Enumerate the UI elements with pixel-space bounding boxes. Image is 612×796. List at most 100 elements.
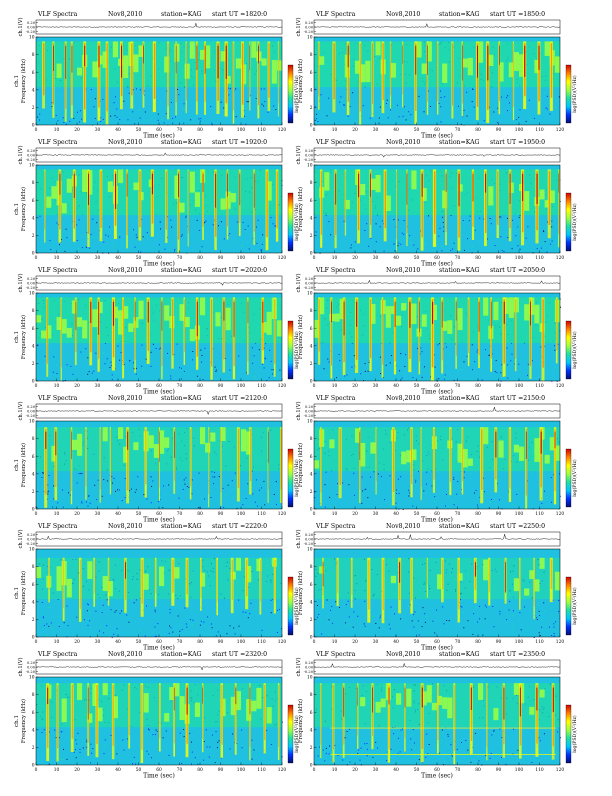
noise-speck [99,631,100,632]
noise-speck [185,370,186,371]
noise-speck [370,477,371,478]
burst-core [421,429,422,487]
band-patch [370,442,375,453]
noise-speck [248,101,249,102]
burst-core [242,43,244,104]
time-tick-label: 10 [332,640,338,645]
noise-speck [415,480,416,481]
noise-speck [380,373,381,374]
noise-speck [177,344,178,345]
noise-speck [441,250,442,251]
frequency-axis-label: Frequency (kHz) [297,699,304,743]
noise-speck [477,352,478,353]
burst-core [268,43,269,98]
colorbar-label: log(PSD)(V²/Hz) [571,203,578,241]
noise-speck [544,491,545,492]
band-patch [185,64,190,79]
noise-speck [441,740,442,741]
panel-start-time: start UT =1950:0 [490,139,545,146]
noise-speck [499,216,500,217]
noise-speck [215,371,216,372]
burst-peak [358,174,359,197]
waveform-ytick-label: 0.20 [305,661,314,665]
noise-speck [476,490,477,491]
noise-speck [412,506,413,507]
noise-speck [377,748,378,749]
band-patch [540,690,545,698]
noise-speck [413,614,414,615]
burst-core [481,429,483,490]
waveform-ytick-label: -0.20 [26,158,36,162]
burst-core [549,171,551,225]
noise-speck [391,607,392,608]
band-patch [41,331,46,339]
noise-speck [531,762,532,763]
noise-speck [140,631,141,632]
time-tick-label: 70 [177,768,183,773]
time-tick-label: 20 [352,384,358,389]
burst-core [260,560,261,602]
noise-speck [438,236,439,237]
frequency-axis-label: Frequency (kHz) [297,443,304,487]
noise-speck [328,221,329,222]
noise-speck [159,244,160,245]
panel-date: Nov8,2010 [386,395,420,402]
burst-core [246,560,248,597]
noise-speck [172,632,173,633]
time-tick-label: 70 [455,384,461,389]
noise-speck [53,485,54,486]
noise-speck [40,216,41,217]
noise-speck [445,375,446,376]
noise-speck [77,240,78,241]
burst-core [385,171,387,228]
burst-core [411,429,412,484]
noise-speck [316,114,317,115]
noise-speck [181,236,182,237]
noise-speck [446,744,447,745]
band-patch [509,297,514,318]
noise-speck [155,610,156,611]
noise-speck [107,358,108,359]
noise-speck [404,473,405,474]
noise-speck [455,244,456,245]
noise-speck [134,123,135,124]
band-patch [468,58,473,75]
noise-speck [446,494,447,495]
freq-tick-label: 2 [310,490,313,495]
noise-speck [213,94,214,95]
noise-speck [406,119,407,120]
noise-speck [167,353,168,354]
burst-peak [197,46,198,70]
band-patch [401,303,406,311]
noise-speck [104,753,105,754]
noise-speck [81,501,82,502]
band-patch [185,317,190,327]
noise-speck [422,377,423,378]
burst-core [43,43,45,95]
noise-speck [162,218,163,219]
burst-peak [226,46,227,79]
noise-speck [443,231,444,232]
noise-speck [491,223,492,224]
time-tick-label: 0 [313,384,316,389]
noise-speck [185,477,186,478]
noise-speck [272,624,273,625]
noise-speck [367,628,368,629]
band-patch [411,304,416,324]
band-patch [442,697,447,709]
band-patch [164,305,169,320]
noise-speck [49,475,50,476]
time-tick-label: 120 [278,256,287,261]
colorbar [288,321,293,379]
noise-speck [211,123,212,124]
noise-speck [409,492,410,493]
noise-speck [271,600,272,601]
burst-core [49,560,50,590]
noise-speck [556,100,557,101]
freq-tick-label: 4 [32,472,35,477]
noise-speck [541,248,542,249]
panel-station: station=KAG [161,523,202,530]
noise-speck [170,627,171,628]
noise-speck [111,476,112,477]
noise-speck [91,753,92,754]
